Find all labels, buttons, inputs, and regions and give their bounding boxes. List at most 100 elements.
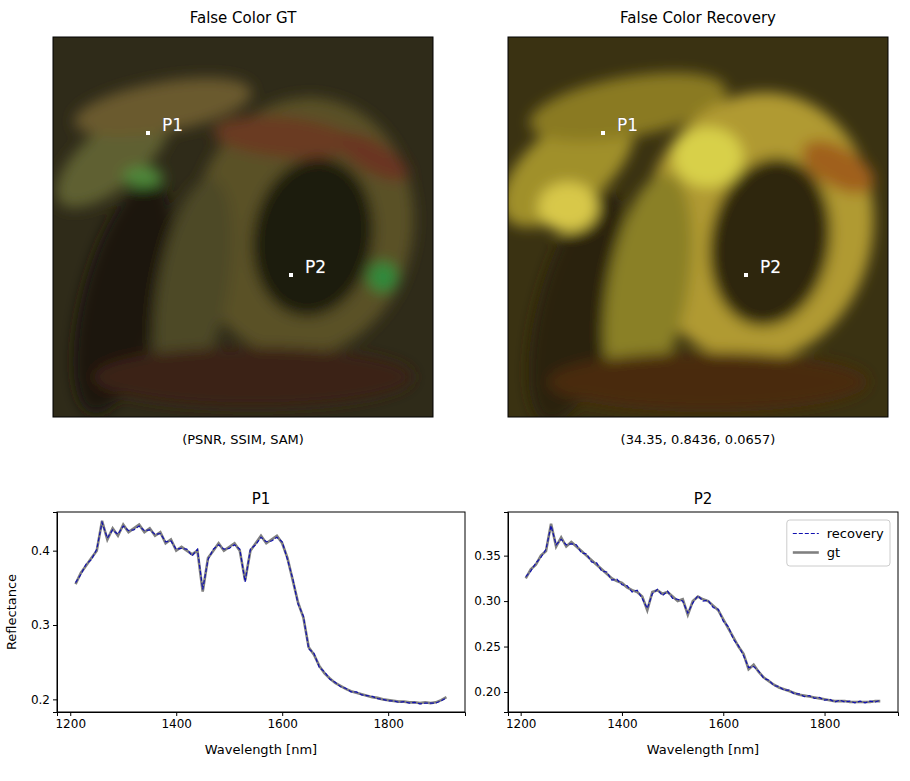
x-tick: 1800: [810, 712, 841, 731]
image: [53, 37, 433, 417]
y-tick: 0.35: [474, 549, 508, 563]
tick-label: 0.20: [474, 685, 501, 699]
x-tick: 1600: [708, 712, 739, 731]
figure: False Color GT(PSNR, SSIM, SAM)P1P2False…: [0, 0, 910, 781]
legend-swatch: [793, 551, 819, 554]
image-region: [793, 130, 882, 205]
tick-mark: [282, 712, 283, 716]
plot-frame: [57, 512, 465, 712]
tick-mark: [622, 712, 623, 716]
image-region: [331, 124, 415, 190]
image-caption: (PSNR, SSIM, SAM): [182, 432, 304, 447]
tick-label: 1200: [506, 717, 537, 731]
tick-mark: [825, 712, 826, 716]
point-marker: [601, 131, 605, 135]
tick-mark: [53, 625, 57, 626]
image-frame: [53, 37, 433, 417]
x-tick: 1200: [55, 712, 86, 731]
point-label: P1: [617, 115, 638, 135]
tick-mark: [504, 647, 508, 648]
point-label: P1: [162, 115, 183, 135]
x-tick: 1200: [506, 712, 537, 731]
tick-mark: [53, 551, 57, 552]
image-panel: False Color GT (PSNR, SSIM, SAM) P1 P2: [40, 9, 434, 447]
image-region: [673, 127, 743, 187]
tick-label: 0.3: [31, 618, 50, 632]
y-tick: 0.4: [31, 544, 57, 558]
legend-label: gt: [827, 545, 840, 560]
image: [508, 37, 888, 417]
tick-label: 0.35: [474, 549, 501, 563]
y-tick: 0.25: [474, 640, 508, 654]
y-axis: 0.20 0.25 0.30 0.35: [474, 513, 508, 713]
tick-label: 1200: [55, 717, 86, 731]
legend-swatch: [793, 533, 819, 534]
spectrum-line: [526, 524, 881, 702]
y-axis-title: Reflectance: [4, 574, 19, 650]
axis-line: [509, 713, 899, 717]
line-chart: 12001400160018000.20.30.4P1Wavelength [n…: [4, 490, 466, 757]
x-tick: 1800: [373, 712, 404, 731]
tick-mark: [70, 712, 71, 716]
y-tick: 0.20: [474, 685, 508, 699]
axis-line: [53, 513, 58, 713]
image-panel: False Color Recovery (34.35, 0.8436, 0.06…: [481, 9, 895, 447]
legend-label: recovery: [827, 526, 884, 541]
tick-label: 1400: [161, 717, 192, 731]
tick-label: 1600: [708, 717, 739, 731]
x-tick: 1400: [607, 712, 638, 731]
tick-label: 0.25: [474, 640, 501, 654]
spectrum-line: [526, 526, 881, 703]
point-label: P2: [305, 257, 326, 277]
image-region: [93, 347, 413, 407]
tick-label: 1600: [267, 717, 298, 731]
tick-label: 1400: [607, 717, 638, 731]
tick-label: 0.30: [474, 594, 501, 608]
axis-line: [58, 713, 466, 717]
image-title: False Color GT: [190, 9, 297, 27]
x-axis-title: Wavelength [nm]: [647, 742, 759, 757]
chart-title: P2: [694, 490, 713, 508]
image-region: [548, 352, 868, 412]
point-marker: [744, 273, 748, 277]
tick-mark: [504, 556, 508, 557]
tick-label: 0.2: [31, 693, 50, 707]
tick-mark: [521, 712, 522, 716]
point-label: P2: [760, 257, 781, 277]
legend-frame: [787, 520, 890, 566]
x-axis: 1200 1400 1600 1800: [55, 712, 465, 731]
image-title: False Color Recovery: [620, 9, 776, 27]
axis-line: [504, 513, 509, 713]
image-region: [368, 262, 398, 292]
point-marker: [289, 273, 293, 277]
y-tick: 0.2: [31, 693, 57, 707]
spectrum-line: [76, 521, 447, 703]
line-chart: 1200 1400 1600 1800 0.20 0.25 0.30 0.35 P2 Wavele…: [474, 490, 898, 757]
spectrum-line: [76, 522, 447, 703]
plot-frame: [508, 512, 898, 712]
y-tick: 0.3: [31, 618, 57, 632]
image-region: [123, 167, 163, 187]
x-tick: 1400: [161, 712, 192, 731]
plot-area: [76, 521, 447, 704]
tick-mark: [723, 712, 724, 716]
image-frame: [508, 37, 888, 417]
legend: recovery gt: [787, 520, 890, 566]
image-region: [212, 111, 355, 163]
image-region: [240, 148, 386, 326]
y-tick: 0.30: [474, 594, 508, 608]
tick-mark: [504, 601, 508, 602]
image-caption: (34.35, 0.8436, 0.0657): [621, 432, 776, 447]
y-axis: 0.2 0.3 0.4: [31, 513, 58, 713]
tick-label: 1800: [810, 717, 841, 731]
plot-area: [526, 524, 881, 703]
x-axis: 1200 1400 1600 1800: [506, 712, 899, 731]
tick-mark: [53, 699, 57, 700]
tick-label: 0.4: [31, 544, 50, 558]
tick-label: 1800: [373, 717, 404, 731]
point-marker: [146, 131, 150, 135]
chart-title: P1: [252, 490, 271, 508]
image-region: [538, 182, 598, 232]
tick-mark: [388, 712, 389, 716]
tick-mark: [504, 692, 508, 693]
